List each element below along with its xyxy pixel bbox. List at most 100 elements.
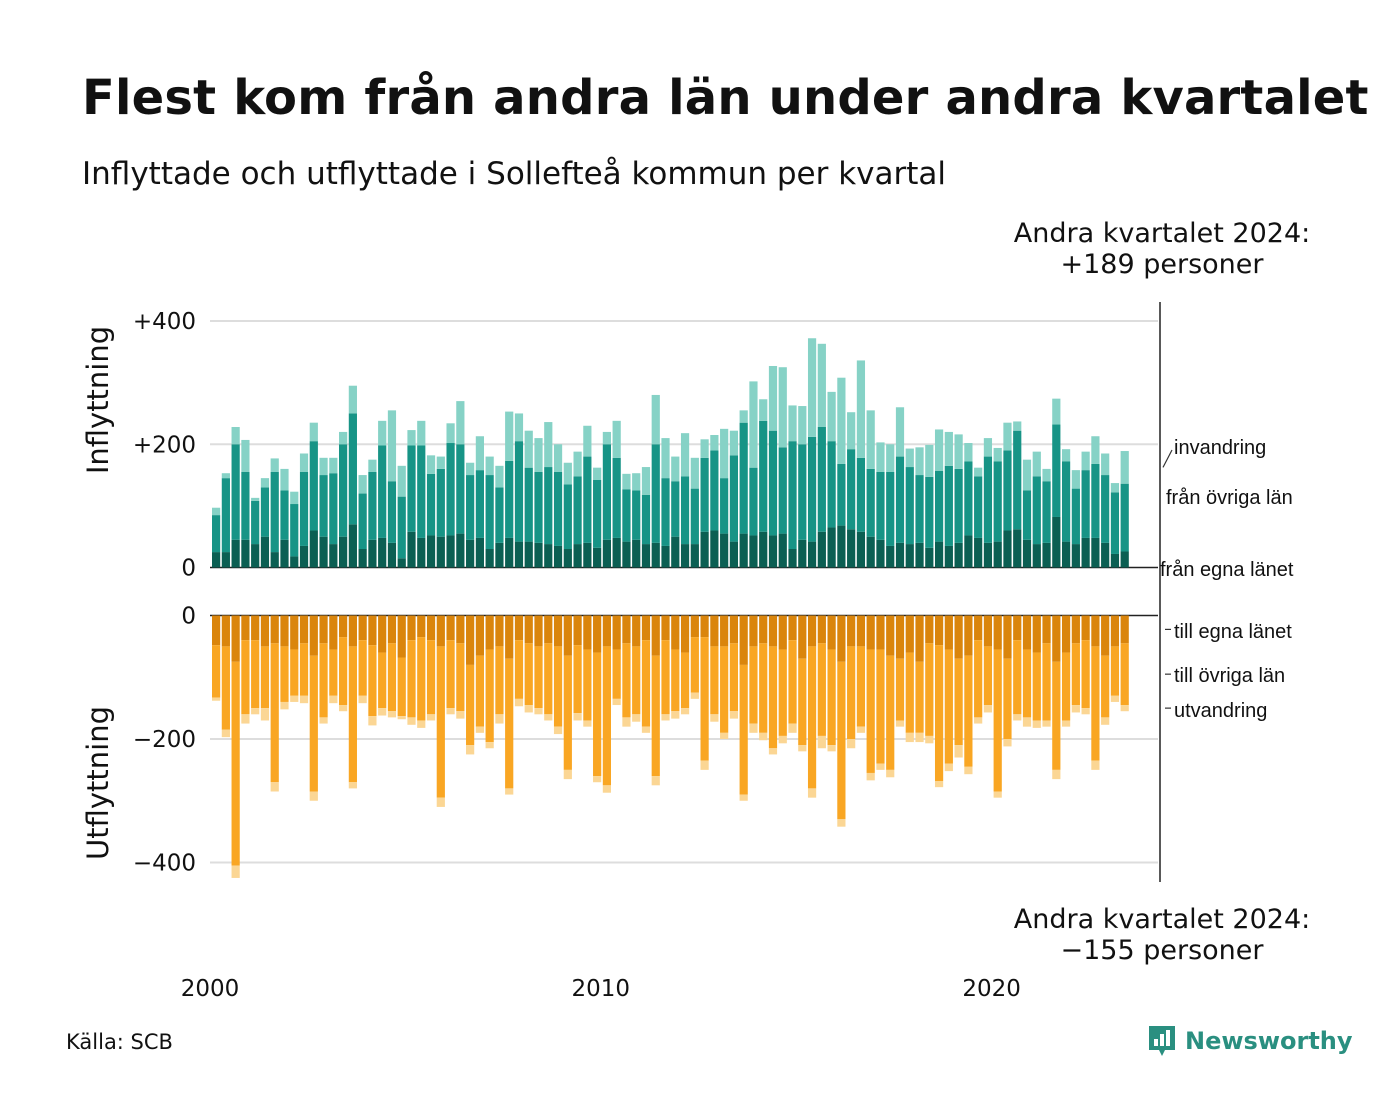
utflyttning-bar-till_egna	[983, 615, 993, 647]
inflyttning-bar-egna	[280, 539, 289, 568]
inflyttning-bar-ovriga	[1032, 476, 1041, 545]
inflyttning-bar-ovriga	[378, 445, 387, 538]
inflyttning-bar-invandring	[319, 457, 328, 476]
inflyttning-bar-invandring	[974, 467, 983, 477]
inflyttning-bar-invandring	[847, 412, 856, 450]
utflyttning-bar-till_egna	[837, 615, 846, 662]
utflyttning-bar-till_egna	[1110, 615, 1120, 647]
utflyttning-bar-utvandring	[563, 769, 572, 780]
utflyttning-bar-utvandring	[1061, 720, 1071, 727]
utflyttning-bar-till_egna	[1003, 615, 1012, 659]
utflyttning-bar-utvandring	[1091, 760, 1100, 770]
utflyttning-bar-till_egna	[886, 615, 895, 656]
inflyttning-bar-ovriga	[798, 444, 807, 540]
inflyttning-bar-egna	[466, 539, 475, 568]
utflyttning-bar-till_egna	[749, 615, 758, 647]
inflyttning-bar-egna	[866, 536, 875, 568]
utflyttning-bar-till_ovriga	[866, 649, 875, 773]
inflyttning-bar-egna	[593, 547, 602, 568]
utflyttning-bar-utvandring	[915, 732, 924, 743]
utflyttning-bar-till_egna	[788, 615, 797, 641]
inflyttning-bar-ovriga	[778, 447, 787, 534]
inflyttning-bar-egna	[886, 545, 895, 568]
utflyttning-bar-till_ovriga	[456, 643, 465, 712]
utflyttning-bar-utvandring	[847, 739, 856, 749]
utflyttning-bar-till_ovriga	[544, 643, 553, 715]
inflyttning-bar-egna	[290, 556, 299, 568]
chart-title: Flest kom från andra län under andra kva…	[82, 70, 1369, 126]
inflyttning-bar-ovriga	[661, 478, 670, 546]
utflyttning-bar-till_ovriga	[280, 646, 289, 702]
utflyttning-bar-utvandring	[720, 732, 729, 739]
utflyttning-bar-utvandring	[573, 713, 582, 721]
utflyttning-bar-till_egna	[856, 615, 866, 647]
inflyttning-bar-egna	[553, 545, 563, 568]
inflyttning-bar-ovriga	[280, 490, 289, 540]
utflyttning-bar-till_ovriga	[886, 655, 895, 770]
inflyttning-bar-egna	[563, 549, 572, 568]
inflyttning-bar-ovriga	[622, 489, 631, 542]
inflyttning-bar-ovriga	[729, 455, 739, 542]
inflyttning-ytick-label: 0	[181, 556, 196, 582]
inflyttning-bar-invandring	[368, 459, 377, 472]
inflyttning-bar-ovriga	[671, 481, 680, 537]
utflyttning-bar-till_ovriga	[231, 661, 240, 866]
utflyttning-bar-till_ovriga	[710, 646, 719, 715]
inflyttning-bar-invandring	[602, 431, 611, 445]
inflyttning-bar-invandring	[895, 407, 905, 457]
inflyttning-bar-invandring	[387, 410, 397, 482]
utflyttning-bar-utvandring	[329, 695, 338, 704]
utflyttning-bar-till_ovriga	[827, 649, 836, 746]
inflyttning-bar-egna	[1081, 537, 1090, 568]
inflyttning-bar-invandring	[827, 391, 836, 442]
utflyttning-bar-utvandring	[856, 726, 866, 733]
inflyttning-bar-ovriga	[593, 479, 602, 548]
utflyttning-bar-till_ovriga	[1120, 643, 1129, 706]
utflyttning-bar-utvandring	[807, 788, 817, 798]
utflyttning-bar-till_egna	[339, 615, 348, 638]
utflyttning-bar-till_ovriga	[290, 649, 299, 696]
inflyttning-bar-egna	[299, 545, 309, 568]
utflyttning-bar-utvandring	[221, 729, 230, 738]
utflyttning-bar-till_egna	[1042, 615, 1051, 644]
utflyttning-bar-till_egna	[573, 615, 582, 646]
utflyttning-bar-utvandring	[544, 714, 553, 721]
utflyttning-bar-till_egna	[524, 615, 533, 644]
utflyttning-bar-till_egna	[241, 615, 250, 641]
inflyttning-bar-egna	[925, 547, 934, 568]
utflyttning-bar-utvandring	[680, 708, 690, 715]
inflyttning-bar-ovriga	[759, 420, 768, 532]
utflyttning-bar-till_egna	[632, 615, 641, 647]
inflyttning-bar-egna	[974, 537, 983, 568]
inflyttning-bar-ovriga	[1081, 470, 1090, 538]
utflyttning-bar-till_ovriga	[1052, 661, 1061, 770]
inflyttning-bar-ovriga	[915, 475, 924, 543]
inflyttning-bar-egna	[641, 544, 651, 568]
inflyttning-bar-egna	[720, 533, 729, 568]
utflyttning-bar-utvandring	[837, 819, 846, 827]
inflyttning-bar-invandring	[1042, 468, 1051, 482]
utflyttning-bar-till_ovriga	[622, 643, 631, 718]
inflyttning-bar-ovriga	[505, 460, 514, 538]
utflyttning-bar-utvandring	[368, 716, 377, 726]
utflyttning-bar-till_egna	[309, 615, 318, 656]
inflyttning-bar-egna	[876, 539, 885, 568]
inflyttning-bar-invandring	[856, 360, 866, 458]
utflyttning-bar-utvandring	[299, 695, 309, 704]
utflyttning-bar-utvandring	[436, 797, 445, 807]
inflyttning-bar-egna	[212, 552, 221, 568]
utflyttning-bar-till_egna	[700, 615, 709, 638]
utflyttning-bar-till_egna	[563, 615, 572, 656]
utflyttning-bar-utvandring	[505, 788, 514, 795]
utflyttning-bar-utvandring	[759, 732, 768, 741]
utflyttning-bar-till_egna	[485, 615, 494, 650]
inflyttning-bar-egna	[348, 524, 357, 568]
inflyttning-bar-invandring	[1003, 422, 1012, 451]
utflyttning-bar-utvandring	[925, 735, 934, 744]
inflyttning-bar-ovriga	[514, 441, 524, 542]
inflyttning-bar-ovriga	[768, 430, 778, 536]
utflyttning-bar-utvandring	[270, 782, 279, 792]
inflyttning-bar-invandring	[524, 430, 533, 468]
inflyttning-bar-egna	[368, 539, 377, 568]
utflyttning-bar-till_ovriga	[583, 649, 592, 721]
